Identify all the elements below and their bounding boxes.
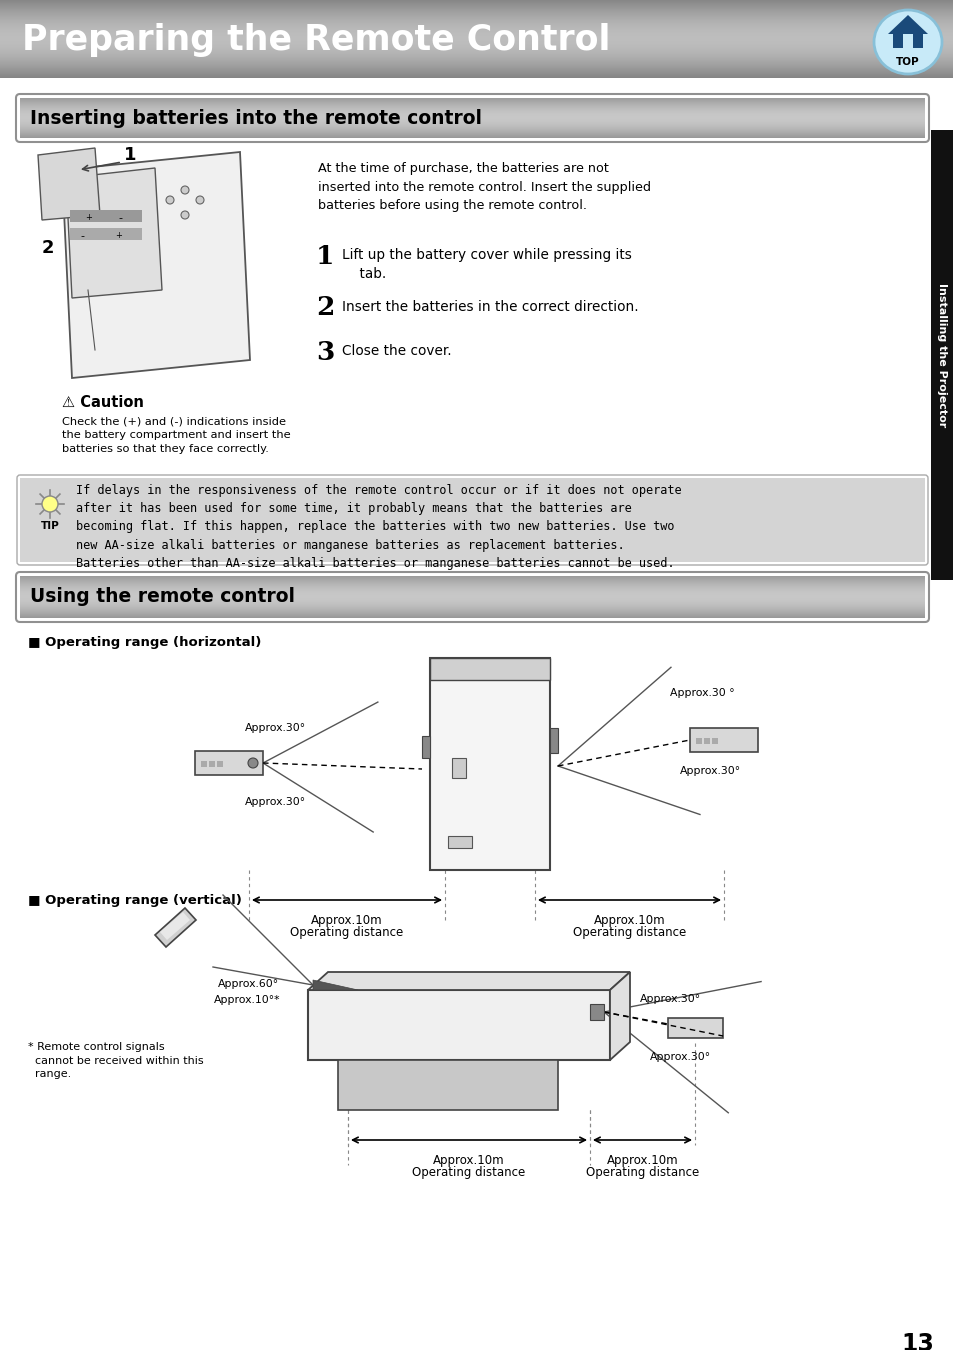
- Text: Insert the batteries in the correct direction.: Insert the batteries in the correct dire…: [341, 300, 638, 315]
- Circle shape: [195, 196, 204, 204]
- Bar: [550, 728, 558, 753]
- Text: 3: 3: [315, 340, 334, 364]
- Circle shape: [42, 495, 58, 512]
- Text: Using the remote control: Using the remote control: [30, 587, 294, 606]
- Text: Approx.30°: Approx.30°: [245, 724, 306, 733]
- Text: TIP: TIP: [41, 521, 59, 531]
- Polygon shape: [892, 20, 923, 49]
- Polygon shape: [308, 972, 629, 990]
- Text: Approx.30°: Approx.30°: [679, 765, 740, 776]
- Text: Inserting batteries into the remote control: Inserting batteries into the remote cont…: [30, 108, 481, 127]
- Bar: [209, 761, 214, 767]
- Bar: [689, 728, 758, 752]
- Polygon shape: [313, 980, 357, 990]
- Bar: [194, 751, 263, 775]
- Polygon shape: [62, 153, 250, 378]
- Text: +: +: [85, 213, 91, 223]
- Bar: [902, 34, 912, 49]
- Bar: [452, 757, 465, 778]
- Bar: [711, 738, 718, 744]
- Text: 13: 13: [901, 1332, 933, 1350]
- Bar: [337, 1060, 558, 1110]
- Bar: [421, 736, 430, 757]
- Text: Check the (+) and (-) indications inside
the battery compartment and insert the
: Check the (+) and (-) indications inside…: [62, 416, 291, 454]
- Text: * Remote control signals
  cannot be received within this
  range.: * Remote control signals cannot be recei…: [28, 1042, 203, 1079]
- Text: 2: 2: [42, 239, 54, 256]
- Text: At the time of purchase, the batteries are not
inserted into the remote control.: At the time of purchase, the batteries a…: [317, 162, 650, 212]
- Text: If delays in the responsiveness of the remote control occur or if it does not op: If delays in the responsiveness of the r…: [76, 485, 680, 570]
- Text: Approx.60°: Approx.60°: [218, 979, 279, 990]
- Text: Operating distance: Operating distance: [290, 926, 403, 940]
- Text: Approx.10m: Approx.10m: [606, 1154, 678, 1166]
- Bar: [308, 990, 609, 1060]
- Text: Approx.10m: Approx.10m: [311, 914, 382, 927]
- Text: -: -: [118, 213, 122, 223]
- Polygon shape: [66, 167, 162, 298]
- Text: ■ Operating range (vertical): ■ Operating range (vertical): [28, 894, 242, 907]
- Text: Lift up the battery cover while pressing its
    tab.: Lift up the battery cover while pressing…: [341, 248, 631, 282]
- Circle shape: [181, 211, 189, 219]
- Text: Operating distance: Operating distance: [572, 926, 685, 940]
- Bar: [448, 836, 472, 848]
- Text: +: +: [115, 231, 122, 240]
- Bar: [216, 761, 223, 767]
- Text: Approx.30°: Approx.30°: [649, 1052, 710, 1062]
- Text: Installing the Projector: Installing the Projector: [936, 284, 946, 427]
- Text: Approx.30 °: Approx.30 °: [669, 688, 734, 698]
- Text: 1: 1: [124, 146, 136, 163]
- Bar: [430, 657, 550, 680]
- Polygon shape: [160, 913, 190, 940]
- Bar: [589, 1004, 603, 1021]
- Bar: [70, 228, 142, 240]
- Polygon shape: [154, 909, 195, 946]
- Bar: [201, 761, 207, 767]
- Text: Approx.10°*: Approx.10°*: [213, 995, 280, 1004]
- Bar: [667, 1018, 722, 1038]
- Polygon shape: [609, 972, 629, 1060]
- Ellipse shape: [873, 9, 941, 74]
- Bar: [703, 738, 709, 744]
- Text: Operating distance: Operating distance: [585, 1166, 699, 1179]
- Text: Approx.30°: Approx.30°: [639, 994, 700, 1004]
- Text: Close the cover.: Close the cover.: [341, 344, 451, 358]
- Polygon shape: [38, 148, 100, 220]
- Text: 2: 2: [315, 296, 334, 320]
- Text: -: -: [80, 231, 84, 242]
- Circle shape: [248, 757, 257, 768]
- Text: Preparing the Remote Control: Preparing the Remote Control: [22, 23, 610, 57]
- Circle shape: [181, 186, 189, 194]
- Text: Approx.30°: Approx.30°: [245, 796, 306, 807]
- Text: Approx.10m: Approx.10m: [433, 1154, 504, 1166]
- Bar: [930, 130, 953, 580]
- Bar: [696, 738, 701, 744]
- Bar: [430, 657, 550, 869]
- Text: ⚠ Caution: ⚠ Caution: [62, 396, 144, 410]
- Text: Approx.10m: Approx.10m: [593, 914, 664, 927]
- Text: ■ Operating range (horizontal): ■ Operating range (horizontal): [28, 636, 261, 649]
- Polygon shape: [887, 15, 927, 34]
- Text: TOP: TOP: [895, 57, 919, 68]
- Circle shape: [166, 196, 173, 204]
- Bar: [70, 211, 142, 221]
- Text: Operating distance: Operating distance: [412, 1166, 525, 1179]
- Text: 1: 1: [315, 244, 334, 269]
